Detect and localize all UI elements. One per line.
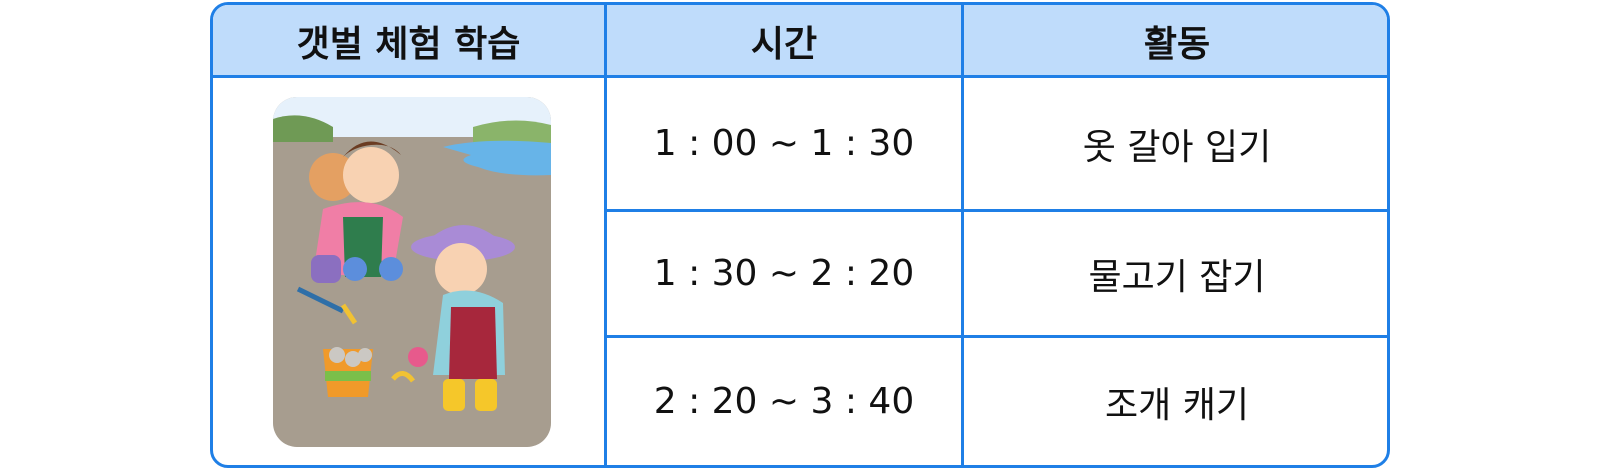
header-activity: 활동 <box>1143 24 1211 65</box>
header-tidal-flat: 갯벌 체험 학습 <box>296 24 521 65</box>
header-time: 시간 <box>750 24 818 65</box>
activity-cell: 옷 갈아 입기 <box>1082 126 1272 168</box>
header-divider <box>213 75 1387 78</box>
activity-cell: 조개 캐기 <box>1105 384 1249 426</box>
time-cell: 2 : 20 ~ 3 : 40 <box>653 381 915 422</box>
column-divider <box>961 5 964 465</box>
time-cell: 1 : 00 ~ 1 : 30 <box>653 123 915 164</box>
time-cell: 1 : 30 ~ 2 : 20 <box>653 253 915 294</box>
table-header <box>213 5 1387 77</box>
activity-cell: 물고기 잡기 <box>1088 256 1266 298</box>
row-divider <box>604 209 1387 212</box>
column-divider <box>604 5 607 465</box>
schedule-table: 갯벌 체험 학습 시간 활동 <box>210 2 1390 468</box>
row-divider <box>604 335 1387 338</box>
tidal-flat-illustration <box>273 97 551 447</box>
